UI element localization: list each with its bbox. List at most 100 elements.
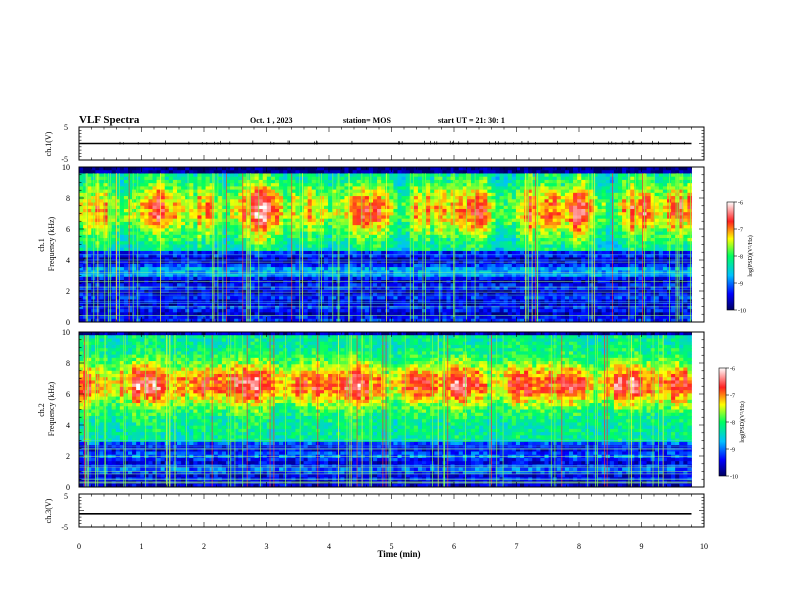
spectrogram-cell (160, 292, 166, 297)
spectrogram-cell (458, 205, 464, 210)
spectrogram-cell (417, 263, 423, 268)
spectrogram-cell (483, 221, 488, 226)
spectrogram-cell (250, 289, 255, 294)
spectrogram-cell (328, 250, 333, 255)
spectrogram-cell (144, 286, 149, 291)
spectrogram-cell (352, 250, 358, 255)
spectrogram-cell (258, 192, 264, 197)
spectrogram-cell (164, 257, 170, 262)
spectrogram-cell (226, 276, 231, 281)
spectrogram-cell (438, 205, 443, 210)
spectrogram-cell (201, 234, 206, 239)
spectrogram-cell (144, 234, 149, 239)
spectrogram-cell (328, 270, 333, 274)
spectrogram-cell (389, 244, 394, 249)
spectrogram-cell (381, 238, 386, 242)
spectrogram-cell (164, 289, 170, 294)
spectrogram-cell (279, 183, 284, 187)
spectrogram-cell (352, 312, 358, 316)
spectrogram-cell (205, 225, 211, 229)
spectrogram-cell (132, 276, 137, 281)
spectrogram-cell (148, 244, 153, 249)
spectrogram-cell (197, 179, 202, 184)
spectrogram-cell (172, 186, 178, 191)
spectrogram-cell (181, 173, 186, 178)
spectrogram-cell (332, 170, 337, 174)
spectrogram-cell (83, 176, 88, 181)
spectrogram-cell (140, 302, 145, 307)
spectrogram-cell (348, 212, 353, 216)
spectrogram-cell (315, 315, 321, 320)
spectrogram-cell (413, 234, 419, 239)
spectrogram-cell (458, 234, 464, 239)
spectrogram-cell (352, 199, 358, 203)
spectrogram-cell (226, 176, 231, 181)
spectrogram-cell (364, 263, 370, 268)
spectrogram-cell (303, 318, 309, 322)
spectrogram-cell (479, 231, 484, 236)
spectrogram-cell (152, 228, 157, 232)
spectrogram-cell (160, 228, 166, 232)
spectrogram-cell (364, 173, 370, 178)
spectrogram-cell (324, 283, 329, 287)
spectrogram-cell (115, 302, 121, 307)
spectrogram-cell (119, 179, 125, 184)
spectrogram-cell (279, 228, 284, 232)
spectrogram-cell (217, 179, 223, 184)
spectrogram-cell (450, 292, 456, 297)
spectrogram-cell (221, 212, 227, 216)
spectrogram-cell (381, 270, 386, 274)
spectrogram-cell (454, 302, 460, 307)
spectrogram-cell (426, 208, 431, 213)
spectrogram-cell (266, 286, 272, 291)
spectrogram-cell (189, 205, 194, 210)
spectrogram-cell (164, 305, 170, 310)
spectrogram-cell (409, 270, 415, 274)
spectrogram-cell (348, 270, 353, 274)
spectrogram-cell (140, 315, 145, 320)
spectrogram-cell (430, 167, 435, 171)
spectrogram-cell (270, 238, 276, 242)
spectrogram-cell (168, 299, 174, 304)
spectrogram-cell (87, 247, 92, 252)
spectrogram-cell (356, 273, 362, 278)
spectrogram-cell (332, 247, 337, 252)
spectrogram-cell (287, 183, 292, 187)
spectrogram-cell (389, 225, 394, 229)
spectrogram-cell (430, 276, 435, 281)
spectrogram-cell (319, 263, 325, 268)
spectrogram-cell (205, 276, 211, 281)
spectrogram-cell (250, 228, 255, 232)
spectrogram-cell (430, 283, 435, 287)
spectrogram-cell (132, 286, 137, 291)
spectrogram-cell (454, 215, 460, 220)
spectrogram-cell (258, 318, 264, 322)
spectrogram-cell (172, 212, 178, 216)
spectrogram-cell (364, 231, 370, 236)
spectrogram-cell (279, 192, 284, 197)
spectrogram-cell (136, 241, 141, 245)
spectrogram-cell (377, 315, 382, 320)
spectrogram-cell (409, 250, 415, 255)
spectrogram-cell (324, 176, 329, 181)
spectrogram-cell (340, 244, 345, 249)
spectrogram-cell (156, 286, 162, 291)
spectrogram-cell (123, 244, 129, 249)
spectrogram-cell (234, 312, 239, 316)
spectrogram-cell (156, 273, 162, 278)
spectrogram-cell (471, 302, 476, 307)
spectrogram-cell (230, 238, 235, 242)
spectrogram-cell (430, 231, 435, 236)
spectrogram-cell (123, 257, 129, 262)
spectrogram-cell (393, 186, 398, 191)
spectrogram-cell (336, 186, 341, 191)
spectrogram-cell (475, 315, 480, 320)
spectrogram-cell (287, 173, 292, 178)
spectrogram-cell (107, 315, 113, 320)
spectrogram-cell (181, 215, 186, 220)
spectrogram-cell (475, 312, 480, 316)
spectrogram-cell (340, 189, 345, 194)
spectrogram-cell (115, 260, 121, 265)
spectrogram-cell (189, 247, 194, 252)
spectrogram-cell (434, 312, 439, 316)
